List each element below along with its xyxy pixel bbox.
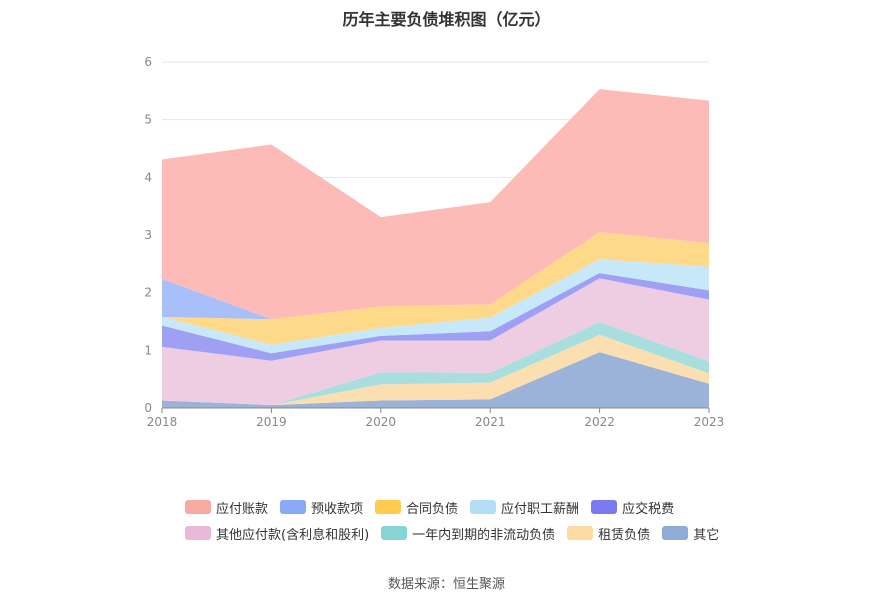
x-tick-label: 2019: [256, 415, 287, 429]
axes: 0 1 2 3 4 5 6 2018 2019 2020 2021 2022 2023: [144, 55, 724, 429]
area-应交税费: [162, 273, 709, 361]
legend-label: 合同负债: [406, 501, 459, 517]
x-tick-label: 2021: [475, 415, 506, 429]
legend-swatch: [185, 500, 211, 514]
legend-swatch: [280, 500, 307, 514]
legend-item[interactable]: 一年内到期的非流动负债: [381, 524, 555, 543]
legend-item[interactable]: 其它: [662, 524, 719, 543]
legend-swatch: [375, 500, 402, 514]
area-其它: [162, 352, 709, 408]
y-tick-label: 6: [144, 55, 152, 69]
area-其他应付款(含利息和股利): [162, 278, 709, 406]
legend-label: 预收款项: [311, 501, 364, 517]
legend-label: 一年内到期的非流动负债: [412, 527, 556, 543]
legend-swatch: [185, 526, 211, 540]
area-应付账款: [162, 89, 709, 320]
legend-swatch: [591, 500, 618, 514]
x-tick-label: 2023: [694, 415, 725, 429]
legend-label: 其它: [693, 527, 720, 543]
legend-item[interactable]: 应付职工薪酬: [470, 498, 579, 517]
y-tick-label: 2: [144, 286, 152, 300]
legend-item[interactable]: 合同负债: [375, 498, 458, 517]
legend-swatch: [381, 526, 408, 540]
legend-item[interactable]: 其他应付款(含利息和股利): [185, 524, 369, 543]
legend-swatch: [567, 526, 594, 540]
legend-label: 应付账款: [216, 501, 269, 517]
y-tick-label: 0: [144, 401, 152, 415]
legend-swatch: [470, 500, 497, 514]
legend: 应付账款 预收款项 合同负债 应付职工薪酬 应交税费其他应付款(含利息和股利) 一年内到期…: [185, 494, 745, 546]
legend-label: 租赁负债: [598, 527, 651, 543]
data-source: 数据来源：恒生聚源: [387, 577, 505, 592]
legend-label: 应交税费: [622, 501, 675, 517]
area-租赁负债: [162, 334, 709, 406]
area-应付职工薪酬: [162, 259, 709, 354]
chart-title: 历年主要负债堆积图（亿元）: [342, 10, 551, 29]
area-series: [162, 89, 709, 408]
area-合同负债: [162, 232, 709, 345]
x-tick-label: 2022: [584, 415, 615, 429]
y-tick-label: 1: [144, 343, 152, 357]
legend-item[interactable]: 应付账款: [185, 498, 268, 517]
legend-item[interactable]: 租赁负债: [567, 524, 650, 543]
area-一年内到期的非流动负债: [162, 322, 709, 406]
y-tick-label: 4: [144, 170, 152, 184]
legend-item[interactable]: 预收款项: [280, 498, 363, 517]
y-tick-label: 5: [144, 113, 152, 127]
y-tick-label: 3: [144, 228, 152, 242]
x-tick-label: 2020: [366, 415, 397, 429]
area-预收款项: [162, 232, 709, 320]
legend-row: 应付账款 预收款项 合同负债 应付职工薪酬 应交税费: [185, 494, 745, 520]
legend-row: 其他应付款(含利息和股利) 一年内到期的非流动负债 租赁负债 其它: [185, 520, 745, 546]
legend-swatch: [662, 526, 689, 540]
x-tick-label: 2018: [147, 415, 178, 429]
legend-label: 其他应付款(含利息和股利): [216, 527, 370, 543]
legend-label: 应付职工薪酬: [501, 501, 580, 517]
legend-item[interactable]: 应交税费: [591, 498, 674, 517]
